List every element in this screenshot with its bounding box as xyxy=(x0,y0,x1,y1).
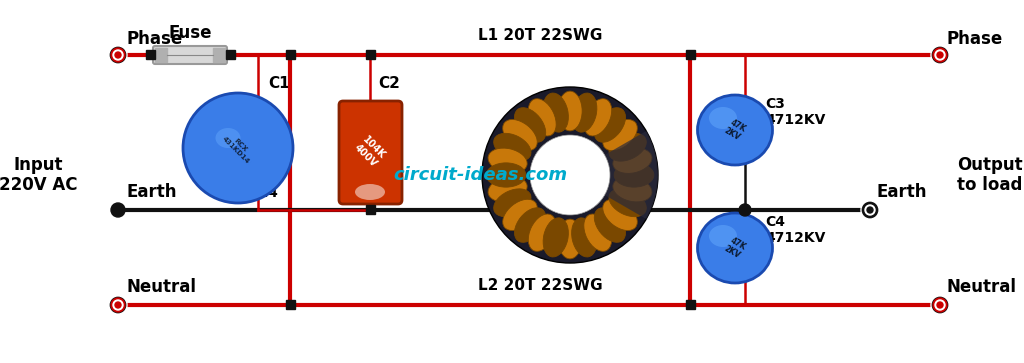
Ellipse shape xyxy=(594,108,626,142)
Text: Neutral: Neutral xyxy=(126,278,196,296)
Ellipse shape xyxy=(612,148,652,174)
Ellipse shape xyxy=(543,93,568,132)
Ellipse shape xyxy=(494,133,531,161)
Ellipse shape xyxy=(558,91,582,131)
Ellipse shape xyxy=(709,225,737,247)
Bar xyxy=(146,50,155,59)
Circle shape xyxy=(937,52,943,58)
Text: Input
220V AC: Input 220V AC xyxy=(0,156,77,195)
Circle shape xyxy=(931,46,949,64)
Circle shape xyxy=(530,135,610,215)
Circle shape xyxy=(111,203,125,217)
Ellipse shape xyxy=(486,163,526,187)
Circle shape xyxy=(932,47,948,63)
Ellipse shape xyxy=(697,95,772,165)
Ellipse shape xyxy=(603,119,637,151)
Text: C2: C2 xyxy=(378,76,400,90)
Text: Phase: Phase xyxy=(946,30,1002,48)
Circle shape xyxy=(530,135,610,215)
Circle shape xyxy=(113,50,123,60)
Circle shape xyxy=(865,205,874,215)
Bar xyxy=(366,50,375,59)
Circle shape xyxy=(739,204,751,216)
Ellipse shape xyxy=(609,189,646,217)
Ellipse shape xyxy=(603,199,637,231)
Bar xyxy=(686,300,695,309)
Circle shape xyxy=(935,300,945,310)
Text: L1 20T 22SWG: L1 20T 22SWG xyxy=(478,28,602,42)
Ellipse shape xyxy=(215,128,241,148)
Circle shape xyxy=(861,201,879,219)
Ellipse shape xyxy=(558,219,582,259)
Circle shape xyxy=(937,302,943,308)
Ellipse shape xyxy=(584,214,611,251)
Circle shape xyxy=(482,87,658,263)
Text: Neutral: Neutral xyxy=(946,278,1016,296)
Circle shape xyxy=(113,300,123,310)
Text: Earth: Earth xyxy=(126,183,176,201)
Bar xyxy=(286,300,295,309)
Ellipse shape xyxy=(594,208,626,242)
Circle shape xyxy=(109,46,127,64)
Ellipse shape xyxy=(528,99,556,136)
Text: 0.1μF
400V: 0.1μF 400V xyxy=(348,170,392,200)
FancyBboxPatch shape xyxy=(339,101,402,204)
Bar xyxy=(366,205,375,214)
Text: C4
4712KV: C4 4712KV xyxy=(765,215,825,245)
Bar xyxy=(286,50,295,59)
Circle shape xyxy=(110,47,126,63)
Ellipse shape xyxy=(514,208,546,242)
Text: Output
to load: Output to load xyxy=(957,156,1023,195)
Bar xyxy=(226,50,234,59)
Circle shape xyxy=(115,302,121,308)
Text: L2 20T 22SWG: L2 20T 22SWG xyxy=(477,277,602,293)
Circle shape xyxy=(935,50,945,60)
Ellipse shape xyxy=(514,108,546,142)
Ellipse shape xyxy=(488,148,527,174)
Circle shape xyxy=(110,297,126,313)
Ellipse shape xyxy=(614,163,654,187)
Circle shape xyxy=(115,52,121,58)
Text: Phase: Phase xyxy=(126,30,182,48)
Ellipse shape xyxy=(503,199,538,231)
Text: RCX
431KD14: RCX 431KD14 xyxy=(221,131,255,165)
Ellipse shape xyxy=(494,189,531,217)
Text: 104K
400V: 104K 400V xyxy=(352,135,387,170)
Ellipse shape xyxy=(609,133,646,161)
Bar xyxy=(213,48,225,62)
Text: C3
4712KV: C3 4712KV xyxy=(765,97,825,127)
Ellipse shape xyxy=(697,213,772,283)
Ellipse shape xyxy=(571,93,597,132)
Ellipse shape xyxy=(709,107,737,129)
Circle shape xyxy=(862,202,878,218)
Circle shape xyxy=(931,296,949,314)
FancyBboxPatch shape xyxy=(153,46,227,64)
Bar xyxy=(686,50,695,59)
Bar xyxy=(155,48,167,62)
Wedge shape xyxy=(604,131,658,219)
Text: circuit-ideas.com: circuit-ideas.com xyxy=(393,166,567,184)
Ellipse shape xyxy=(488,177,527,202)
Text: MOV
431KD14: MOV 431KD14 xyxy=(208,170,279,200)
Circle shape xyxy=(109,296,127,314)
Text: C1: C1 xyxy=(268,76,290,90)
Ellipse shape xyxy=(183,93,293,203)
Text: 47K
2KV: 47K 2KV xyxy=(723,117,748,143)
Ellipse shape xyxy=(584,99,611,136)
Text: Earth: Earth xyxy=(876,183,927,201)
Ellipse shape xyxy=(543,218,568,257)
Ellipse shape xyxy=(355,184,385,200)
Ellipse shape xyxy=(528,214,556,251)
Circle shape xyxy=(867,207,873,213)
Text: Fuse: Fuse xyxy=(168,24,212,42)
Ellipse shape xyxy=(503,119,538,151)
Ellipse shape xyxy=(571,218,597,257)
Text: 47K
2KV: 47K 2KV xyxy=(723,235,748,261)
Ellipse shape xyxy=(612,177,652,202)
Circle shape xyxy=(932,297,948,313)
